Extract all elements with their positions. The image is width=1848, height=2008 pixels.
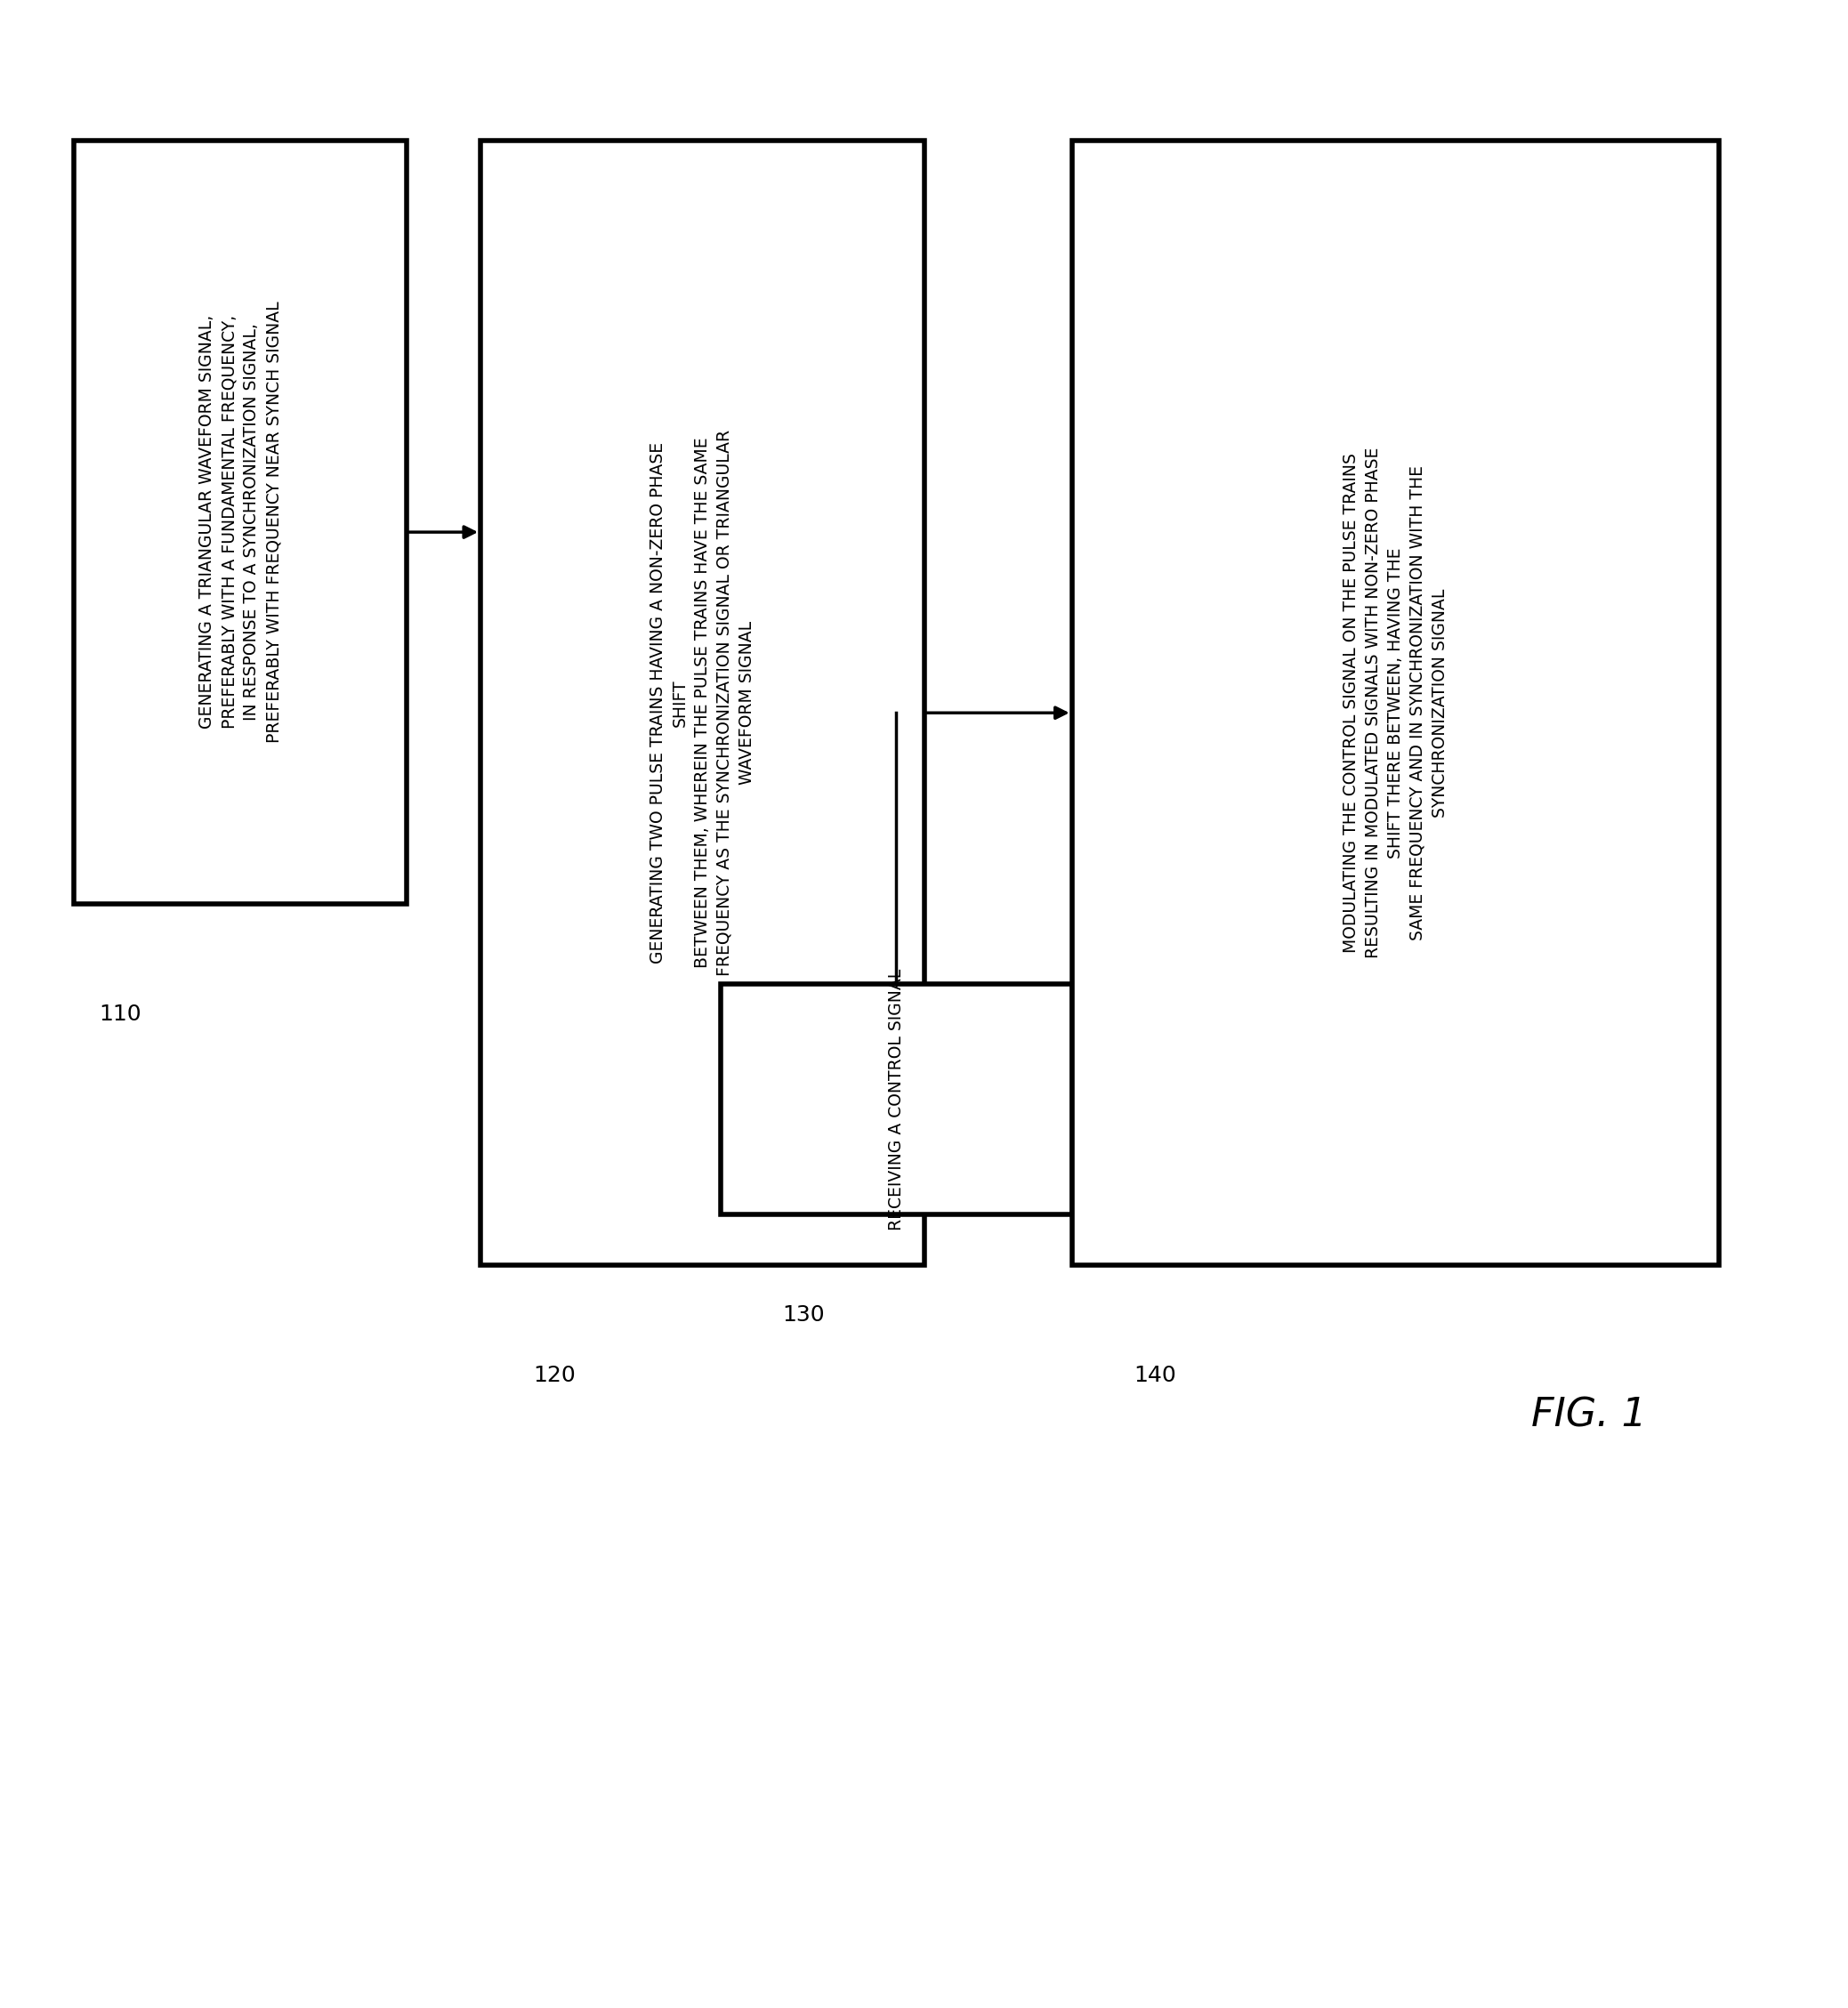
FancyBboxPatch shape (1072, 141, 1719, 1265)
Text: GENERATING A TRIANGULAR WAVEFORM SIGNAL,
PREFERABLY WITH A FUNDAMENTAL FREQUENCY: GENERATING A TRIANGULAR WAVEFORM SIGNAL,… (198, 301, 283, 743)
Text: 140: 140 (1135, 1365, 1175, 1386)
Text: 110: 110 (100, 1004, 140, 1024)
Text: 120: 120 (534, 1365, 575, 1386)
Text: GENERATING TWO PULSE TRAINS HAVING A NON-ZERO PHASE
SHIFT
BETWEEN THEM, WHEREIN : GENERATING TWO PULSE TRAINS HAVING A NON… (649, 430, 756, 976)
FancyBboxPatch shape (74, 141, 407, 904)
Text: 130: 130 (784, 1305, 824, 1325)
Text: RECEIVING A CONTROL SIGNAL: RECEIVING A CONTROL SIGNAL (887, 968, 906, 1231)
Text: FIG. 1: FIG. 1 (1532, 1396, 1647, 1436)
Text: MODULATING THE CONTROL SIGNAL ON THE PULSE TRAINS
RESULTING IN MODULATED SIGNALS: MODULATING THE CONTROL SIGNAL ON THE PUL… (1342, 448, 1449, 958)
FancyBboxPatch shape (480, 141, 924, 1265)
FancyBboxPatch shape (721, 984, 1072, 1215)
